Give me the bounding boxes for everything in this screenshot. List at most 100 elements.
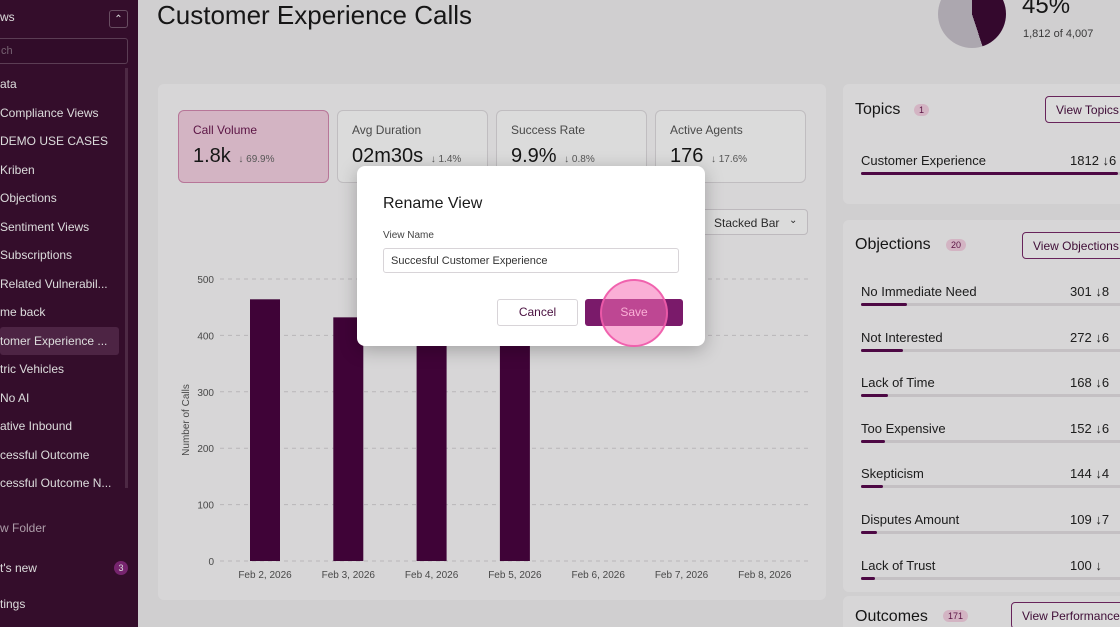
list-item-name: Skepticism xyxy=(861,466,924,482)
kpi-change: ↓ 0.8% xyxy=(564,154,595,165)
kpi-value: 176 xyxy=(670,145,704,167)
list-item-value: 301 ↓8 xyxy=(1070,284,1109,299)
view-name-label: View Name xyxy=(383,230,434,241)
x-tick-label: Feb 5, 2026 xyxy=(488,570,542,581)
progress-track xyxy=(861,576,1120,580)
sidebar-list: ata Compliance Views DEMO USE CASES Kriben O… xyxy=(0,70,127,498)
objections-title: Objections xyxy=(855,236,931,253)
y-tick-label: 300 xyxy=(197,388,214,399)
percentage-subtext: 1,812 of 4,007 xyxy=(1023,28,1094,40)
progress-fill xyxy=(861,394,888,398)
objections-count-badge: 20 xyxy=(946,239,967,251)
kpi-value-row: 1.8k ↓ 69.9% xyxy=(193,145,314,168)
progress-track xyxy=(861,531,1120,534)
objections-card: Objections 20 View Objections xyxy=(843,220,1120,592)
kpi-value: 1.8k xyxy=(193,145,231,167)
view-topics-button[interactable]: View Topics xyxy=(1045,96,1120,123)
kpi-change: ↓ 69.9% xyxy=(238,154,275,165)
sidebar-scrollbar[interactable] xyxy=(125,68,128,488)
list-item-name: Not Interested xyxy=(861,329,943,345)
sidebar-item[interactable]: tomer Experience ... xyxy=(0,326,119,355)
list-item-name: No Immediate Need xyxy=(861,284,977,299)
chart-type-value: Stacked Bar xyxy=(714,216,780,230)
outcomes-card: Outcomes 171 View Performance xyxy=(843,596,1120,627)
kpi-label: Active Agents xyxy=(670,123,743,137)
list-item-name: Customer Experience xyxy=(861,153,986,168)
view-name-input[interactable]: Succesful Customer Experience xyxy=(383,248,679,273)
list-item-change: ↓8 xyxy=(1095,284,1110,299)
list-item-count: 168 xyxy=(1070,375,1092,391)
progress-track xyxy=(861,394,1120,398)
sidebar-search-input[interactable]: ch xyxy=(0,38,128,64)
list-item-value: 144 ↓4 xyxy=(1070,466,1109,481)
chart-bar xyxy=(250,299,280,561)
progress-fill xyxy=(861,172,1118,175)
list-item-count: 144 xyxy=(1070,466,1092,482)
kpi-value: 02m30s xyxy=(352,145,424,167)
settings-link[interactable]: tings xyxy=(0,597,26,611)
kpi-label: Success Rate xyxy=(511,123,586,137)
x-tick-label: Feb 4, 2026 xyxy=(405,570,459,581)
kpi-label: Avg Duration xyxy=(352,123,422,137)
topics-count-badge: 1 xyxy=(914,104,930,116)
new-folder-button[interactable]: w Folder xyxy=(0,521,47,535)
x-tick-label: Feb 3, 2026 xyxy=(322,570,376,581)
y-tick-label: 0 xyxy=(208,557,214,568)
view-objections-button[interactable]: View Objections xyxy=(1022,232,1120,259)
list-item-count: 109 xyxy=(1070,512,1092,527)
topics-card: Topics 1 View Topics xyxy=(843,84,1120,204)
progress-fill xyxy=(861,485,883,489)
outcomes-count-badge: 171 xyxy=(943,610,969,622)
progress-track xyxy=(861,172,1120,175)
kpi-call-volume[interactable]: Call Volume 1.8k ↓ 69.9% xyxy=(178,110,329,183)
x-tick-label: Feb 2, 2026 xyxy=(238,570,292,581)
list-item-count: 301 xyxy=(1070,284,1092,299)
whats-new-badge: 3 xyxy=(114,561,128,575)
list-item-count: 272 xyxy=(1070,329,1092,345)
list-item-change: ↓6 xyxy=(1095,375,1110,391)
chart-type-select[interactable]: Stacked Bar ⌄ xyxy=(700,209,808,235)
list-item-name: Too Expensive xyxy=(861,420,946,436)
list-item-change: ↓7 xyxy=(1095,512,1110,527)
list-item-change: ↓6 xyxy=(1095,420,1110,436)
list-item-change: ↓6 xyxy=(1102,153,1117,168)
progress-fill xyxy=(861,303,907,306)
list-item-change: ↓ xyxy=(1095,557,1102,573)
list-item-change: ↓6 xyxy=(1095,329,1110,345)
y-tick-label: 200 xyxy=(197,444,214,455)
list-item-value: 168 ↓6 xyxy=(1070,375,1109,390)
click-indicator xyxy=(600,279,668,347)
y-tick-label: 500 xyxy=(197,275,214,286)
view-performance-button[interactable]: View Performance xyxy=(1011,602,1120,627)
whats-new-link[interactable]: t's new 3 xyxy=(0,561,138,575)
progress-fill xyxy=(861,576,875,580)
x-tick-label: Feb 7, 2026 xyxy=(655,570,709,581)
list-item-name: Lack of Time xyxy=(861,375,935,391)
cancel-button[interactable]: Cancel xyxy=(497,299,578,326)
list-item-name: Disputes Amount xyxy=(861,512,960,527)
progress-track xyxy=(861,303,1120,306)
y-tick-label: 100 xyxy=(197,501,214,512)
chart-bar xyxy=(333,317,364,561)
list-item-count: 100 xyxy=(1070,557,1092,573)
progress-track xyxy=(861,348,1120,352)
x-tick-label: Feb 8, 2026 xyxy=(738,570,792,581)
chart-bar xyxy=(416,336,447,561)
list-item-name: Lack of Trust xyxy=(861,557,936,573)
chart-bar xyxy=(499,334,530,561)
list-item-value: 1812 ↓6 xyxy=(1070,153,1116,168)
list-item-count: 152 xyxy=(1070,420,1092,436)
list-item-change: ↓4 xyxy=(1095,466,1110,482)
page-title: Customer Experience Calls xyxy=(157,0,473,30)
sidebar-title: ws xyxy=(0,10,15,24)
dialog-title: Rename View xyxy=(383,195,483,212)
calls-bar-chart: 0 100 200 300 400 500 Number of Calls Feb 2, 20… xyxy=(181,275,810,581)
progress-track xyxy=(861,485,1120,489)
chevron-up-icon[interactable]: ⌃ xyxy=(109,10,128,28)
kpi-value: 9.9% xyxy=(511,145,557,167)
progress-fill xyxy=(861,531,878,534)
list-item-value: 109 ↓7 xyxy=(1070,512,1109,527)
kpi-value-row: 9.9% ↓ 0.8% xyxy=(511,145,632,168)
list-item-value: 100 ↓ xyxy=(1070,558,1102,573)
list-item-value: 152 ↓6 xyxy=(1070,421,1109,436)
